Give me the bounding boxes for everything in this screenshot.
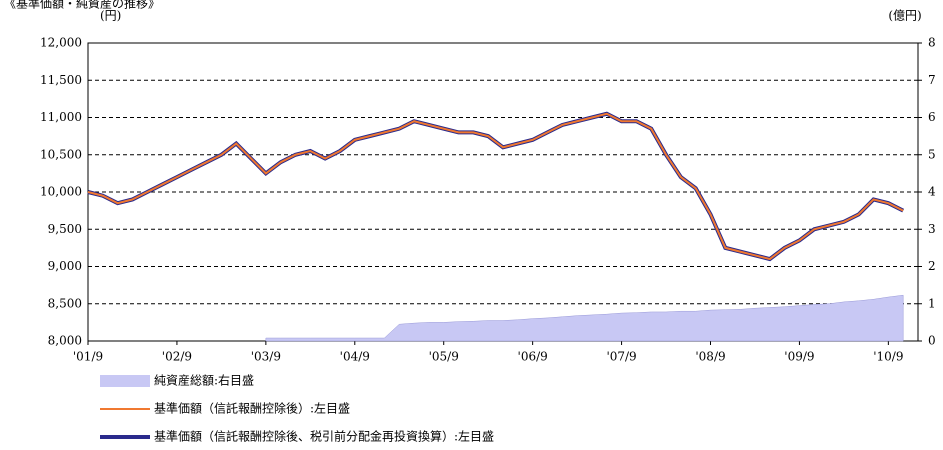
area: [265, 294, 904, 342]
x-tick-label: '10/9: [873, 350, 903, 364]
y-tick-label: 10,000: [40, 185, 82, 199]
legend-swatch: [100, 375, 150, 387]
legend-label: 基準価額（信託報酬控除後）:左目盛: [154, 401, 350, 416]
legend-label: 純資産総額:右目盛: [154, 373, 254, 388]
y-tick-label: 12,000: [40, 36, 82, 50]
y2-tick-label: 4: [928, 185, 936, 199]
y-tick-label: 11,000: [40, 110, 82, 124]
x-tick-label: '02/9: [162, 350, 192, 364]
y2-tick-label: 3: [928, 222, 936, 236]
x-tick-label: '04/9: [340, 350, 370, 364]
y2-axis-label: (億円): [888, 9, 921, 23]
x-tick-label: '07/9: [606, 350, 636, 364]
y2-tick-label: 1: [928, 296, 936, 310]
line: [87, 112, 904, 261]
y2-tick-label: 5: [928, 147, 936, 161]
line: [87, 111, 905, 262]
y-axis-label: (円): [100, 9, 121, 23]
y-tick-label: 9,500: [48, 222, 82, 236]
x-tick-label: '05/9: [429, 350, 459, 364]
y2-tick-label: 2: [928, 259, 936, 273]
x-tick-label: '01/9: [73, 350, 103, 364]
y2-tick-label: 8: [928, 36, 936, 50]
y-tick-label: 8,000: [48, 334, 82, 348]
y2-tick-label: 0: [928, 334, 936, 348]
chart-title: 《基準価額・純資産の推移》: [4, 0, 160, 11]
y-tick-label: 8,500: [48, 296, 82, 310]
y2-tick-label: 7: [928, 73, 936, 87]
x-tick-label: '06/9: [518, 350, 548, 364]
x-tick-label: '08/9: [695, 350, 725, 364]
y-tick-label: 10,500: [40, 147, 82, 161]
y-tick-label: 11,500: [40, 73, 82, 87]
legend-label: 基準価額（信託報酬控除後、税引前分配金再投資換算）:左目盛: [154, 429, 494, 444]
y2-tick-label: 6: [928, 110, 936, 124]
x-tick-label: '03/9: [251, 350, 281, 364]
x-tick-label: '09/9: [784, 350, 814, 364]
y-tick-label: 9,000: [48, 259, 82, 273]
